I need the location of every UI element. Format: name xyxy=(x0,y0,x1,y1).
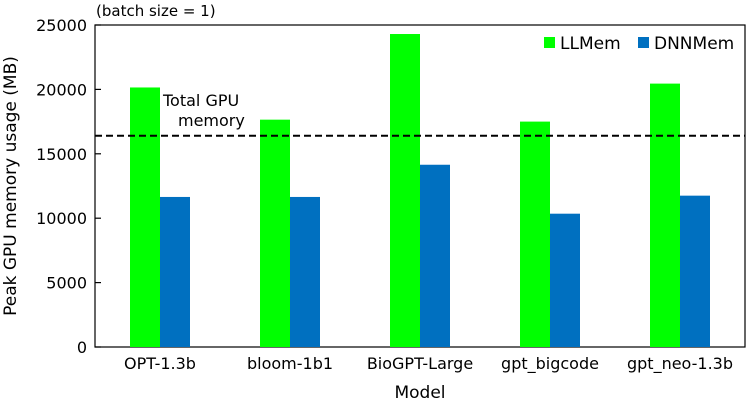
legend-swatch-llmem xyxy=(544,37,555,48)
y-axis-label: Peak GPU memory usage (MB) xyxy=(1,56,21,316)
x-tick-label: OPT-1.3b xyxy=(124,354,196,373)
x-tick-label: BioGPT-Large xyxy=(367,354,473,373)
legend-label-llmem: LLMem xyxy=(560,34,621,54)
x-axis-label: Model xyxy=(394,383,445,403)
x-tick-label: bloom-1b1 xyxy=(247,354,333,373)
x-tick-label: gpt_neo-1.3b xyxy=(627,354,733,374)
bar-llmem-bloom-1b1 xyxy=(260,119,290,347)
reference-line-group: Total GPU memory xyxy=(95,91,745,137)
y-tick-label: 15000 xyxy=(36,145,87,164)
legend-label-dnnmem: DNNMem xyxy=(654,34,734,54)
bar-dnnmem-bloom-1b1 xyxy=(290,196,320,347)
x-axis: OPT-1.3b bloom-1b1 BioGPT-Large gpt_bigcode… xyxy=(124,341,733,374)
legend-swatch-dnnmem xyxy=(638,37,649,48)
y-axis: 0 5000 10000 15000 20000 25000 xyxy=(36,16,101,357)
y-tick-label: 20000 xyxy=(36,80,87,99)
total-gpu-memory-label-line1: Total GPU xyxy=(162,91,239,110)
chart-subtitle: (batch size = 1) xyxy=(96,2,216,20)
bar-llmem-gpt-bigcode xyxy=(520,121,550,347)
bar-dnnmem-biogpt-large xyxy=(420,164,450,347)
x-tick-label: gpt_bigcode xyxy=(501,354,599,374)
bar-llmem-gpt-neo-1-3b xyxy=(650,83,680,347)
y-tick-label: 10000 xyxy=(36,209,87,228)
bar-dnnmem-opt-1-3b xyxy=(160,196,190,347)
y-tick-label: 25000 xyxy=(36,16,87,35)
y-tick-label: 5000 xyxy=(46,274,87,293)
y-tick-label: 0 xyxy=(77,338,87,357)
bar-llmem-biogpt-large xyxy=(390,34,420,348)
bar-dnnmem-gpt-neo-1-3b xyxy=(680,195,710,347)
bars xyxy=(130,34,710,348)
bar-llmem-opt-1-3b xyxy=(130,87,160,347)
total-gpu-memory-label-line2: memory xyxy=(178,111,245,130)
bar-dnnmem-gpt-bigcode xyxy=(550,213,580,347)
legend: LLMem DNNMem xyxy=(544,34,734,54)
